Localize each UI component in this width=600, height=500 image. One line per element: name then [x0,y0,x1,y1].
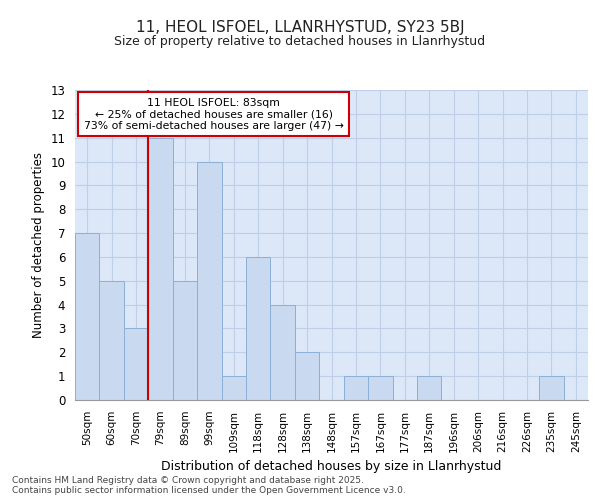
Bar [271,304,295,400]
Bar [197,162,221,400]
X-axis label: Distribution of detached houses by size in Llanrhystud: Distribution of detached houses by size … [161,460,502,473]
Bar [417,376,442,400]
Bar [221,376,246,400]
Bar [368,376,392,400]
Bar [173,281,197,400]
Text: 11 HEOL ISFOEL: 83sqm
← 25% of detached houses are smaller (16)
73% of semi-deta: 11 HEOL ISFOEL: 83sqm ← 25% of detached … [83,98,343,131]
Bar [344,376,368,400]
Y-axis label: Number of detached properties: Number of detached properties [32,152,45,338]
Bar [539,376,563,400]
Bar [100,281,124,400]
Bar [295,352,319,400]
Text: Size of property relative to detached houses in Llanrhystud: Size of property relative to detached ho… [115,34,485,48]
Bar [75,233,100,400]
Bar [124,328,148,400]
Bar [148,138,173,400]
Text: 11, HEOL ISFOEL, LLANRHYSTUD, SY23 5BJ: 11, HEOL ISFOEL, LLANRHYSTUD, SY23 5BJ [136,20,464,35]
Text: Contains HM Land Registry data © Crown copyright and database right 2025.
Contai: Contains HM Land Registry data © Crown c… [12,476,406,495]
Bar [246,257,271,400]
